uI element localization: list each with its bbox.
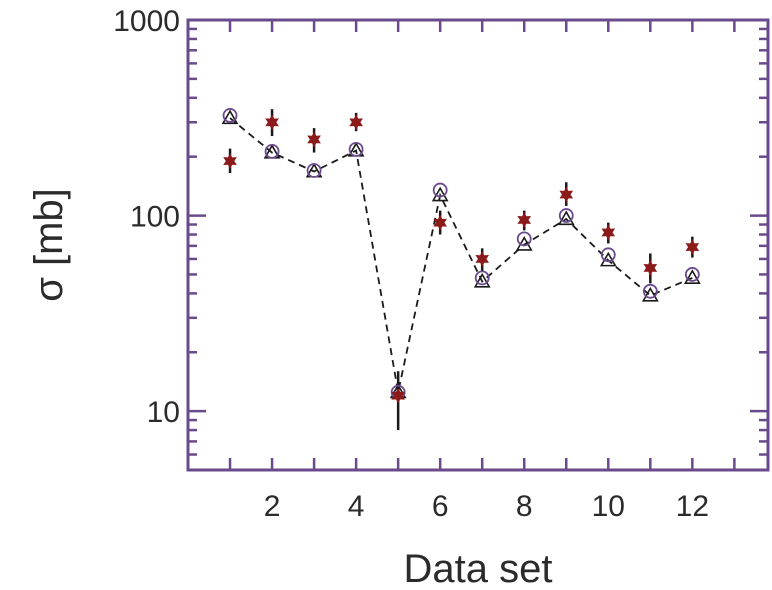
model-dashed-line: [229, 117, 693, 393]
circle-point: [600, 247, 616, 263]
circle-point: [306, 163, 322, 178]
star-point: [433, 214, 448, 231]
y-axis-title: σ [mb]: [27, 188, 71, 302]
triangle-markers: [221, 109, 701, 399]
star-point: [475, 251, 490, 267]
triangle-point: [557, 210, 575, 226]
star-point: [391, 387, 405, 404]
x-tick-label: 10: [592, 490, 625, 523]
star-point: [307, 131, 321, 148]
major-ticks: [188, 18, 768, 470]
x-axis-title: Data set: [404, 547, 553, 590]
circle-point: [432, 182, 448, 198]
y-tick-labels: 10 100 1000: [113, 5, 180, 429]
circle-point: [642, 283, 658, 299]
star-markers: [223, 114, 700, 404]
circle-markers: [222, 108, 700, 400]
star-point: [265, 114, 279, 131]
star-point: [517, 212, 532, 228]
dashed-model-line: [229, 117, 693, 393]
y-tick-label: 1000: [113, 5, 180, 38]
x-tick-label: 12: [676, 490, 709, 523]
x-tick-label: 6: [432, 490, 449, 523]
plot-frame: [186, 18, 770, 472]
triangle-point: [641, 286, 659, 302]
star-point: [559, 186, 574, 203]
star-point: [349, 114, 363, 131]
star-point: [685, 239, 700, 255]
circle-point: [684, 267, 700, 282]
circle-point: [348, 141, 364, 157]
x-tick-labels: 2 4 6 8 10 12: [264, 490, 709, 523]
minor-ticks: [188, 27, 768, 472]
y-tick-label: 100: [130, 201, 180, 234]
circle-point: [516, 231, 532, 247]
error-bars: [228, 109, 694, 431]
x-tick-label: 4: [348, 490, 365, 523]
circle-point: [558, 208, 574, 223]
triangle-point: [473, 272, 491, 288]
star-point: [223, 153, 237, 169]
circle-point: [474, 270, 490, 286]
triangle-point: [221, 109, 239, 125]
star-point: [643, 260, 658, 276]
x-tick-label: 2: [264, 490, 281, 523]
triangle-point: [683, 269, 701, 284]
star-point: [601, 224, 616, 241]
x-tick-label: 8: [516, 490, 533, 523]
circle-point: [264, 143, 280, 159]
triangle-point: [431, 186, 449, 202]
circle-point: [222, 108, 238, 123]
y-tick-label: 10: [147, 396, 180, 429]
